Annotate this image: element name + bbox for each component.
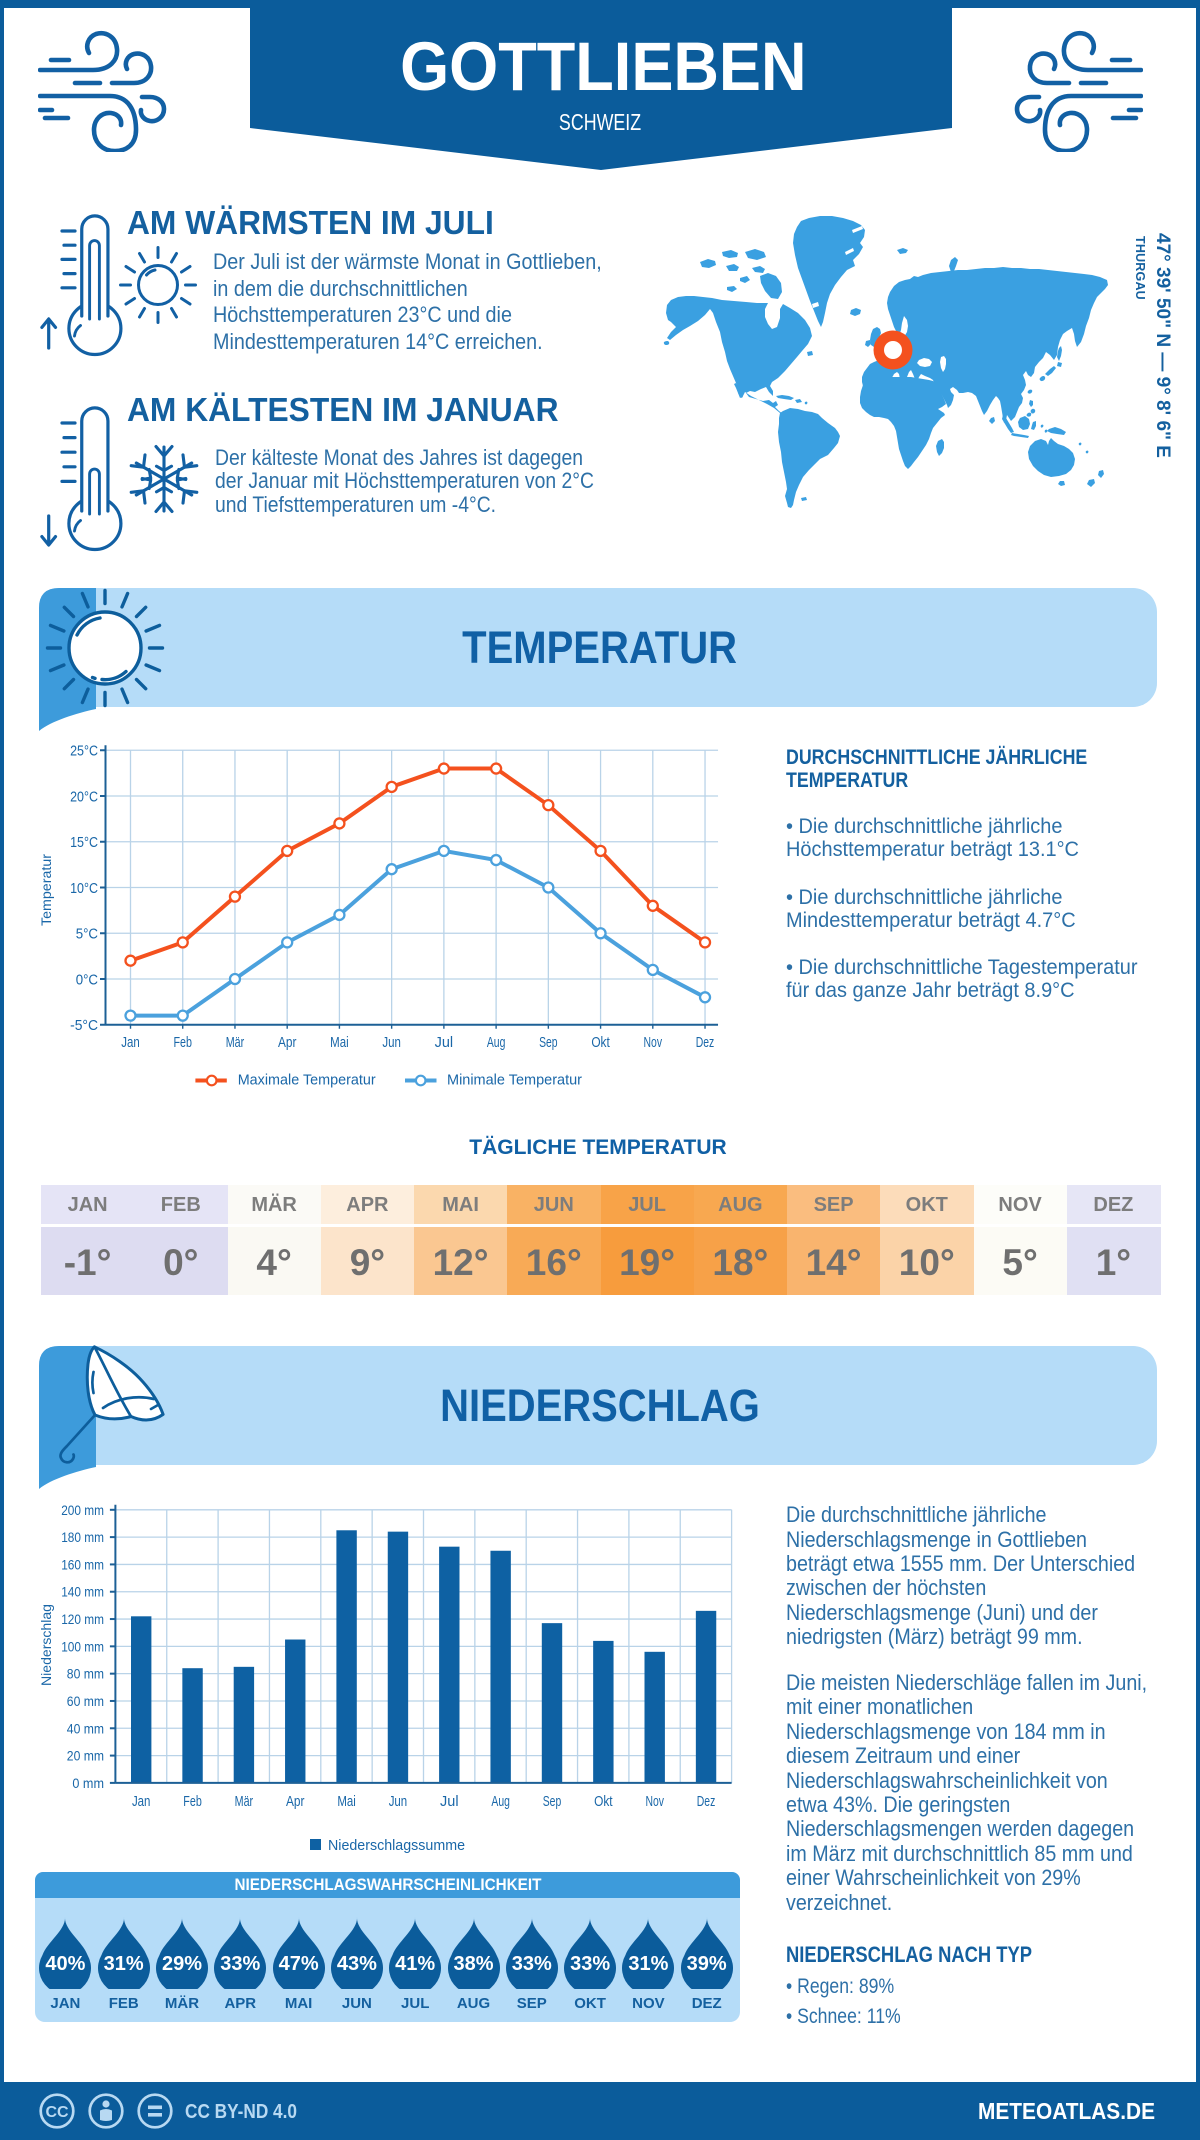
- svg-text:40 mm: 40 mm: [67, 1720, 104, 1736]
- svg-text:Niederschlag: Niederschlag: [40, 1604, 54, 1686]
- svg-text:Okt: Okt: [594, 1793, 613, 1810]
- svg-text:Mai: Mai: [337, 1793, 356, 1810]
- svg-text:15°C: 15°C: [70, 834, 98, 851]
- svg-text:200 mm: 200 mm: [61, 1502, 104, 1518]
- svg-text:Aug: Aug: [487, 1034, 506, 1051]
- svg-text:10°C: 10°C: [70, 880, 98, 897]
- svg-text:Feb: Feb: [173, 1034, 192, 1051]
- svg-text:Jun: Jun: [389, 1793, 408, 1810]
- svg-text:Dez: Dez: [696, 1034, 715, 1051]
- svg-text:Nov: Nov: [644, 1034, 663, 1051]
- svg-text:Jan: Jan: [132, 1793, 151, 1810]
- svg-text:CC BY-ND 4.0: CC BY-ND 4.0: [185, 2101, 297, 2123]
- svg-text:Sep: Sep: [539, 1034, 558, 1051]
- svg-text:CC: CC: [45, 2104, 69, 2121]
- svg-text:Niederschlagssumme: Niederschlagssumme: [328, 1837, 465, 1854]
- svg-text:0°C: 0°C: [76, 971, 98, 988]
- svg-text:Apr: Apr: [278, 1034, 297, 1051]
- svg-text:Maximale Temperatur: Maximale Temperatur: [238, 1072, 376, 1089]
- svg-text:Mai: Mai: [330, 1034, 349, 1051]
- svg-text:Dez: Dez: [697, 1793, 716, 1810]
- svg-text:Jul: Jul: [440, 1793, 459, 1810]
- svg-text:120 mm: 120 mm: [61, 1611, 104, 1627]
- svg-text:180 mm: 180 mm: [61, 1529, 104, 1545]
- svg-text:20°C: 20°C: [70, 788, 98, 805]
- svg-text:20 mm: 20 mm: [67, 1748, 104, 1764]
- svg-text:5°C: 5°C: [76, 926, 98, 943]
- svg-text:Jan: Jan: [121, 1034, 140, 1051]
- svg-text:Apr: Apr: [286, 1793, 305, 1810]
- svg-text:60 mm: 60 mm: [67, 1693, 104, 1709]
- svg-text:100 mm: 100 mm: [61, 1638, 104, 1654]
- svg-text:25°C: 25°C: [70, 743, 98, 760]
- svg-text:80 mm: 80 mm: [67, 1666, 104, 1682]
- svg-text:Mär: Mär: [235, 1793, 254, 1810]
- svg-text:140 mm: 140 mm: [61, 1584, 104, 1600]
- svg-text:-5°C: -5°C: [70, 1017, 98, 1034]
- svg-text:160 mm: 160 mm: [61, 1556, 104, 1572]
- svg-text:Feb: Feb: [183, 1793, 202, 1810]
- svg-text:Minimale Temperatur: Minimale Temperatur: [447, 1072, 582, 1089]
- svg-text:Aug: Aug: [491, 1793, 510, 1810]
- svg-text:Jul: Jul: [435, 1034, 454, 1051]
- svg-text:Okt: Okt: [591, 1034, 610, 1051]
- svg-text:METEOATLAS.DE: METEOATLAS.DE: [978, 2098, 1155, 2124]
- svg-text:Temperatur: Temperatur: [40, 853, 54, 926]
- svg-text:Nov: Nov: [645, 1793, 664, 1810]
- svg-text:Sep: Sep: [543, 1793, 562, 1810]
- svg-text:Mär: Mär: [226, 1034, 245, 1051]
- svg-text:Jun: Jun: [382, 1034, 401, 1051]
- svg-text:0 mm: 0 mm: [72, 1775, 104, 1791]
